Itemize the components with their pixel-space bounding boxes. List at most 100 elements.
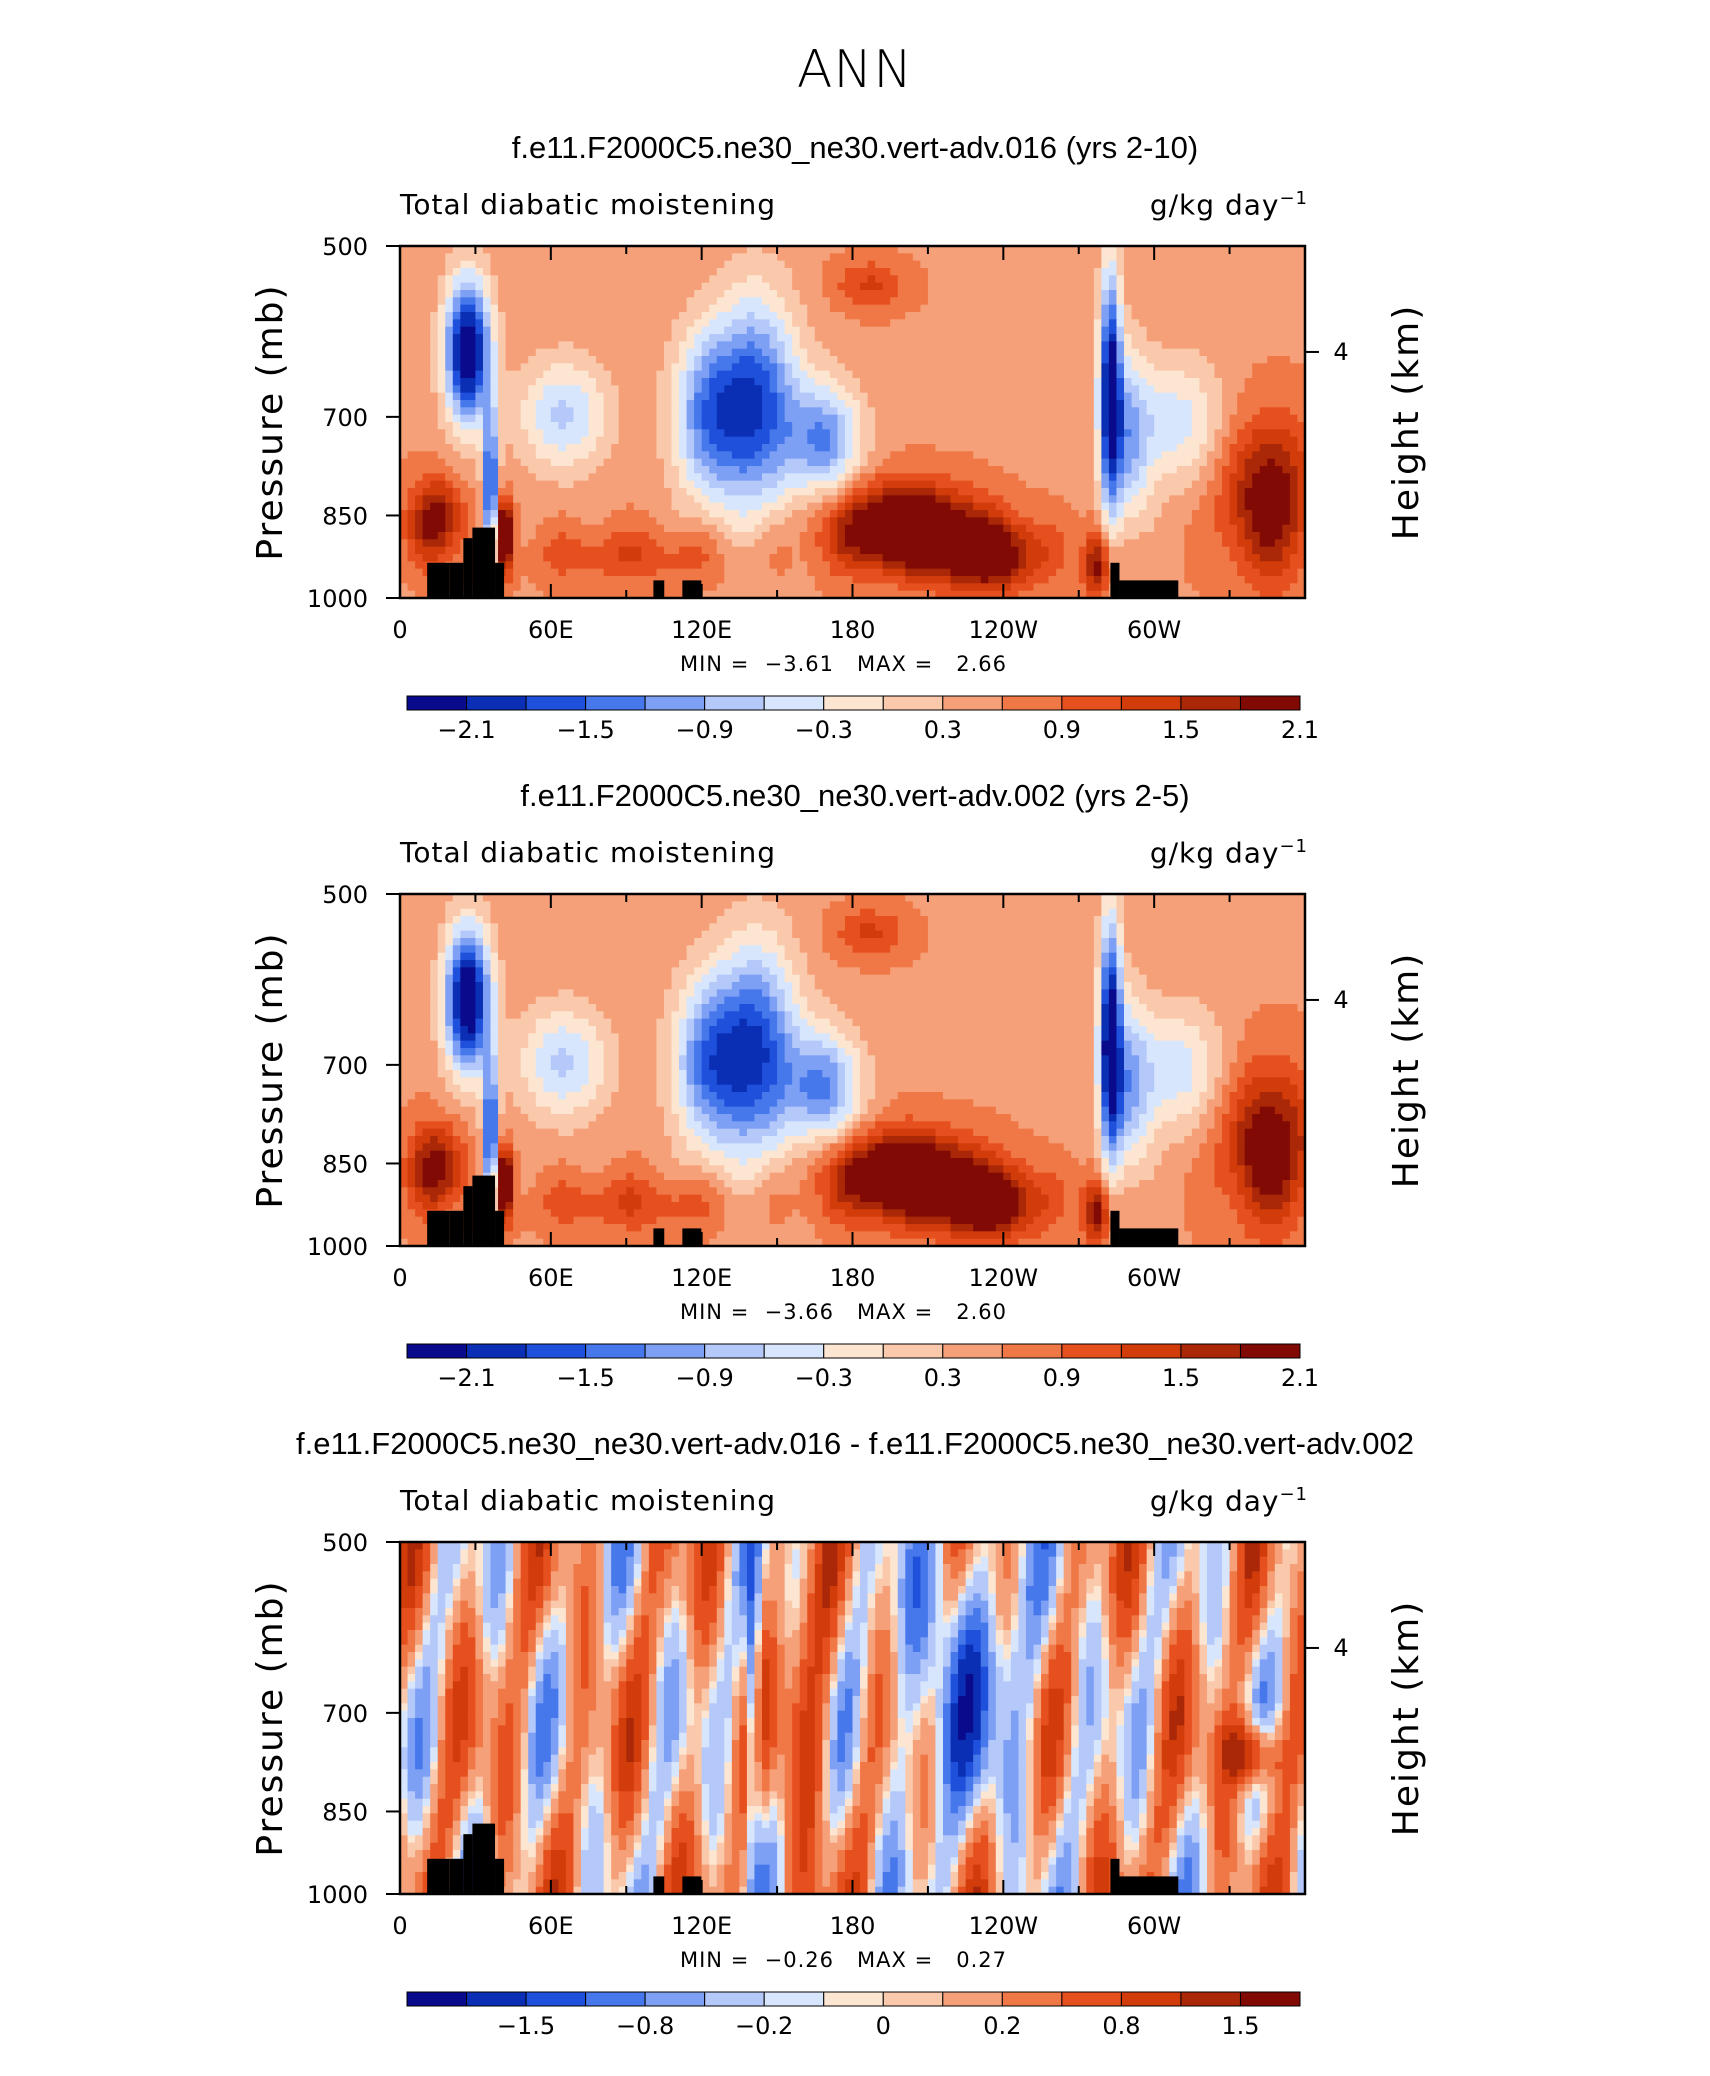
contour-cell bbox=[1214, 451, 1223, 460]
contour-cell bbox=[1139, 253, 1148, 262]
contour-cell bbox=[822, 260, 831, 269]
contour-cell bbox=[1176, 414, 1185, 423]
contour-cell bbox=[965, 253, 974, 262]
contour-cell bbox=[400, 451, 409, 460]
contour-cell bbox=[1033, 312, 1042, 320]
contour-cell bbox=[1101, 348, 1110, 357]
contour-cell bbox=[1191, 260, 1201, 269]
contour-cell bbox=[1078, 466, 1087, 474]
contour-cell bbox=[626, 488, 635, 496]
contour-cell bbox=[897, 539, 906, 548]
contour-cell bbox=[641, 539, 650, 548]
contour-cell bbox=[513, 422, 522, 430]
contour-cell bbox=[950, 378, 959, 386]
contour-cell bbox=[1146, 392, 1155, 401]
contour-cell bbox=[762, 304, 771, 313]
contour-cell bbox=[1071, 370, 1080, 379]
contour-cell bbox=[1108, 451, 1118, 460]
contour-cell bbox=[1025, 370, 1035, 379]
contour-cell bbox=[565, 385, 575, 394]
contour-cell bbox=[663, 334, 673, 342]
contour-cell bbox=[1184, 466, 1193, 474]
contour-cell bbox=[829, 422, 839, 430]
contour-cell bbox=[1108, 444, 1118, 452]
contour-cell bbox=[1191, 246, 1201, 254]
contour-cell bbox=[1025, 510, 1035, 518]
contour-cell bbox=[912, 422, 921, 430]
contour-cell bbox=[701, 326, 710, 335]
contour-cell bbox=[1048, 392, 1057, 401]
contour-cell bbox=[1093, 370, 1102, 379]
contour-cell bbox=[618, 385, 627, 394]
contour-cell bbox=[1108, 436, 1118, 445]
contour-cell bbox=[407, 253, 416, 262]
contour-cell bbox=[528, 473, 537, 482]
contour-cell bbox=[1086, 282, 1095, 291]
contour-cell bbox=[656, 319, 665, 328]
contour-cell bbox=[875, 510, 884, 518]
contour-cell bbox=[1131, 510, 1140, 518]
contour-cell bbox=[611, 290, 620, 298]
contour-cell bbox=[1154, 326, 1163, 335]
contour-cell bbox=[709, 414, 718, 423]
contour-cell bbox=[1267, 290, 1276, 298]
contour-cell bbox=[912, 290, 921, 298]
contour-cell bbox=[1108, 304, 1118, 313]
contour-cell bbox=[1078, 297, 1087, 306]
contour-cell bbox=[935, 466, 944, 474]
contour-cell bbox=[1033, 444, 1042, 452]
contour-cell bbox=[1199, 444, 1208, 452]
contour-cell bbox=[1237, 260, 1246, 269]
contour-cell bbox=[505, 546, 514, 555]
contour-cell bbox=[1041, 414, 1050, 423]
contour-cell bbox=[581, 246, 590, 254]
contour-cell bbox=[890, 451, 899, 460]
contour-cell bbox=[792, 451, 801, 460]
contour-cell bbox=[807, 407, 816, 416]
contour-cell bbox=[709, 539, 718, 548]
contour-cell bbox=[475, 480, 484, 489]
contour-cell bbox=[762, 260, 771, 269]
contour-cell bbox=[565, 290, 575, 298]
contour-cell bbox=[792, 290, 801, 298]
contour-cell bbox=[1289, 319, 1299, 328]
contour-cell bbox=[769, 444, 778, 452]
contour-cell bbox=[671, 414, 680, 423]
contour-cell bbox=[1078, 290, 1087, 298]
contour-cell bbox=[1071, 436, 1080, 445]
contour-cell bbox=[792, 334, 801, 342]
contour-cell bbox=[988, 260, 997, 269]
contour-cell bbox=[505, 275, 514, 284]
contour-cell bbox=[618, 356, 627, 364]
contour-cell bbox=[897, 319, 906, 328]
contour-cell bbox=[882, 414, 891, 423]
contour-cell bbox=[1010, 429, 1020, 438]
contour-cell bbox=[943, 326, 952, 335]
contour-cell bbox=[460, 363, 469, 372]
contour-cell bbox=[656, 275, 665, 284]
contour-cell bbox=[1003, 290, 1012, 298]
contour-cell bbox=[663, 275, 673, 284]
contour-cell bbox=[777, 502, 786, 511]
contour-cell bbox=[475, 326, 484, 335]
contour-cell bbox=[1169, 429, 1178, 438]
contour-cell bbox=[686, 517, 695, 526]
contour-cell bbox=[1259, 539, 1268, 548]
contour-cell bbox=[520, 444, 529, 452]
contour-cell bbox=[1139, 539, 1148, 548]
contour-cell bbox=[1191, 334, 1201, 342]
contour-cell bbox=[1161, 348, 1170, 357]
contour-cell bbox=[860, 458, 869, 467]
contour-cell bbox=[467, 436, 477, 445]
contour-cell bbox=[935, 282, 944, 291]
contour-cell bbox=[724, 319, 733, 328]
contour-cell bbox=[1237, 370, 1246, 379]
contour-cell bbox=[777, 414, 786, 423]
contour-cell bbox=[912, 546, 921, 555]
contour-cell bbox=[490, 414, 499, 423]
contour-cell bbox=[965, 385, 974, 394]
contour-cell bbox=[1003, 539, 1012, 548]
contour-cell bbox=[882, 524, 891, 533]
contour-cell bbox=[716, 510, 725, 518]
contour-cell bbox=[935, 253, 944, 262]
